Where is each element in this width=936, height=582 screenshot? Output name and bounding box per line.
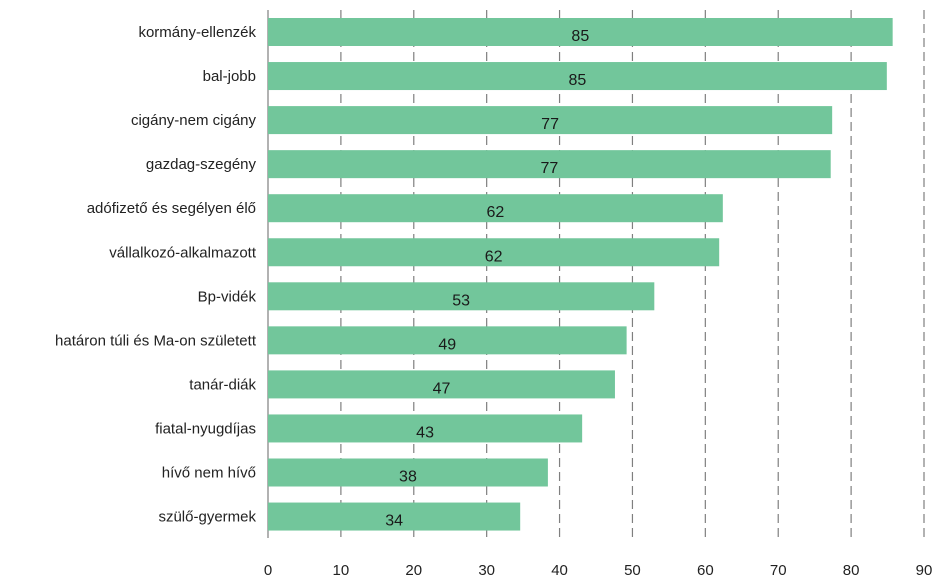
category-label: bal-jobb [203, 68, 256, 85]
grid-lines [267, 10, 925, 538]
bar [268, 106, 833, 135]
data-label: 43 [416, 424, 434, 441]
bar [268, 370, 615, 399]
category-label: gazdag-szegény [146, 156, 257, 173]
data-label: 53 [452, 292, 470, 309]
data-label: 47 [433, 380, 451, 397]
data-label: 77 [540, 160, 558, 177]
bar [268, 458, 548, 487]
category-label: szülő-gyermek [158, 509, 256, 526]
bar [268, 414, 583, 443]
data-label: 62 [485, 248, 503, 265]
x-tick-label: 0 [264, 562, 272, 579]
bar [268, 18, 893, 46]
data-labels: 85 85 77 77 62 62 53 49 47 43 38 34 [385, 28, 589, 530]
category-label: hívő nem hívő [162, 465, 256, 482]
bar [268, 282, 655, 311]
category-labels: kormány-ellenzék bal-jobb cigány-nem cigán… [55, 24, 257, 526]
x-tick-label: 30 [478, 562, 495, 579]
bar [268, 62, 887, 91]
category-label: Bp-vidék [198, 288, 257, 305]
category-label: fiatal-nyugdíjas [155, 420, 256, 437]
x-tick-label: 60 [697, 562, 714, 579]
data-label: 49 [438, 336, 456, 353]
bar [268, 326, 627, 355]
x-tick-label: 40 [551, 562, 568, 579]
data-label: 34 [385, 513, 403, 530]
data-label: 77 [541, 116, 559, 133]
bar [268, 194, 723, 223]
x-tick-labels: 0 10 20 30 40 50 60 70 80 90 [264, 562, 933, 579]
data-label: 85 [571, 28, 589, 45]
x-tick-label: 80 [843, 562, 860, 579]
x-tick-label: 90 [916, 562, 933, 579]
bar [268, 238, 720, 267]
x-tick-label: 10 [333, 562, 350, 579]
data-label: 85 [569, 72, 587, 89]
category-label: cigány-nem cigány [131, 112, 257, 129]
bar [268, 502, 521, 531]
category-label: határon túli és Ma-on született [55, 332, 257, 349]
category-label: vállalkozó-alkalmazott [109, 244, 257, 261]
x-tick-label: 50 [624, 562, 641, 579]
data-label: 62 [487, 204, 505, 221]
bars [268, 18, 893, 531]
category-label: kormány-ellenzék [138, 24, 256, 41]
bar [268, 150, 831, 179]
x-tick-label: 20 [405, 562, 422, 579]
category-label: tanár-diák [189, 376, 256, 393]
category-label: adófizető és segélyen élő [87, 200, 256, 217]
data-label: 38 [399, 469, 417, 486]
x-tick-label: 70 [770, 562, 787, 579]
